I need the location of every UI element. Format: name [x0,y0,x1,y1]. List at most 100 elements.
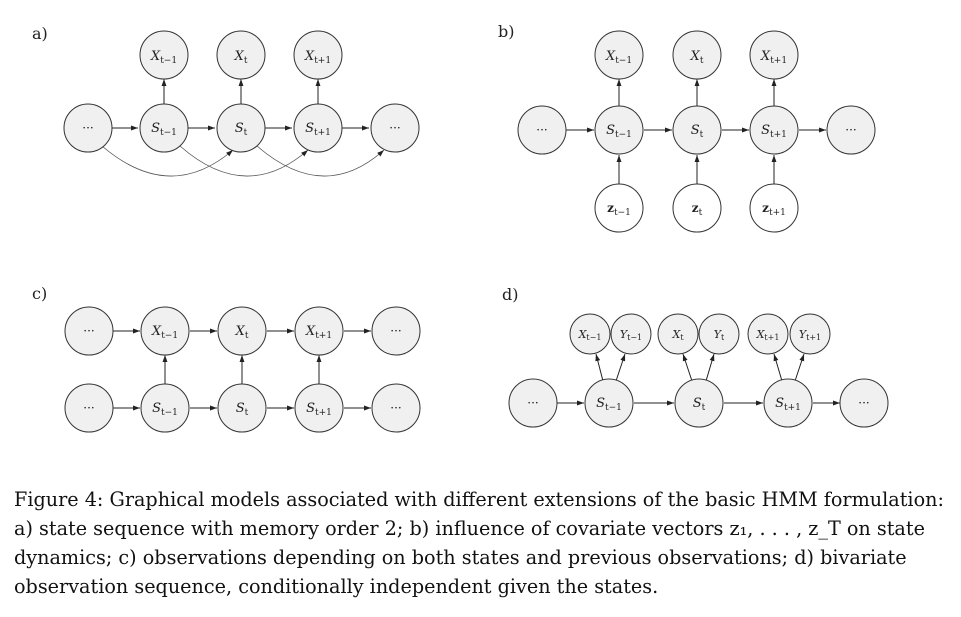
label-b-obs: Xt+1 [760,49,787,66]
node-b-state [672,105,722,155]
label-d-obs: Xt+1 [756,328,780,342]
label-a-state: St+1 [305,121,331,138]
node-a-obs [139,30,189,80]
node-b-covariate [749,183,799,233]
label-a-ellipsis: ··· [82,121,93,135]
node-c-state [217,383,267,433]
label-c-state: St−1 [152,401,178,418]
node-b-covariate [594,183,644,233]
label-c-obs: Xt+1 [305,324,332,341]
node-a-obs [293,30,343,80]
panel-c: c) ··· Xt−1 Xt Xt+1 ··· ··· St−1 St St+1… [32,284,421,433]
label-b-state: St+1 [761,123,787,140]
label-c-ellipsis: ··· [390,324,401,338]
label-d-obs: Yt−1 [620,328,642,342]
node-b-obs [749,30,799,80]
label-d-state: St [693,396,706,413]
node-d-ellipsis [839,378,889,428]
panel-d-label: d) [502,285,518,304]
node-a-obs [216,30,266,80]
node-a-ellipsis [370,103,420,153]
node-c-state [294,383,344,433]
label-d-ellipsis: ··· [858,396,869,410]
node-c-obs [217,306,267,356]
node-b-state [749,105,799,155]
label-d-obs: Yt [714,328,725,342]
label-c-obs: Xt−1 [151,324,178,341]
node-c-state [140,383,190,433]
node-b-obs [594,30,644,80]
node-b-state [594,105,644,155]
node-d-state [674,378,724,428]
edge-a-skip-s1-s3 [179,145,309,177]
label-a-state: St−1 [151,121,177,138]
node-c-ellipsis [64,306,114,356]
node-d-obs [747,313,789,355]
label-c-state: St+1 [306,401,332,418]
node-b-covariate [672,183,722,233]
node-d-obs [569,313,611,355]
label-a-obs: Xt+1 [304,49,331,66]
figure-caption: Figure 4: Graphical models associated wi… [14,485,949,601]
caption-line: a) state sequence with memory order 2; b… [14,517,925,540]
label-a-obs: Xt−1 [150,49,177,66]
label-c-ellipsis: ··· [83,324,94,338]
label-b-covariate: zt [692,201,703,218]
label-a-ellipsis: ··· [389,121,400,135]
edge-a-skip-s2-dots [256,145,385,177]
node-d-obs [657,313,699,355]
label-c-ellipsis: ··· [83,401,94,415]
node-a-state [216,103,266,153]
node-c-ellipsis [371,383,421,433]
node-d-obs [789,313,831,355]
node-c-obs [294,306,344,356]
label-b-ellipsis: ··· [536,123,547,137]
edge-d-s3-x3 [773,353,783,382]
node-d-obs [698,313,740,355]
label-a-state: St [235,121,248,138]
panel-a: a) Xt−1 Xt Xt+1 ··· St−1 St St+1 ··· [32,24,420,177]
label-d-state: St+1 [775,396,801,413]
edge-d-s2-y2 [705,353,715,382]
node-b-ellipsis [826,105,876,155]
edge-d-s1-x1 [595,353,604,382]
panel-b-label: b) [498,22,514,41]
label-b-covariate: zt−1 [607,201,631,218]
edge-d-s2-x2 [682,353,693,382]
label-b-obs: Xt−1 [605,49,632,66]
node-b-obs [672,30,722,80]
panel-a-label: a) [32,24,48,43]
node-c-ellipsis [371,306,421,356]
node-a-state [293,103,343,153]
node-a-state [139,103,189,153]
panel-c-label: c) [32,284,47,303]
node-d-ellipsis [508,378,558,428]
label-b-ellipsis: ··· [845,123,856,137]
label-c-obs: Xt [235,324,249,341]
panel-b: b) Xt−1 Xt Xt+1 ··· St−1 St St+1 ··· zt−… [498,22,876,233]
label-b-state: St−1 [606,123,632,140]
label-d-state: St−1 [596,396,622,413]
node-d-state [763,378,813,428]
panel-d: d) Xt−1 Yt−1 Xt Yt Xt+1 Yt+1 ··· St−1 St… [502,285,889,428]
label-d-obs: Yt+1 [799,328,821,342]
caption-line: observation sequence, conditionally inde… [14,575,659,598]
label-d-obs: Xt [671,328,684,342]
label-a-obs: Xt [234,49,248,66]
node-d-state [584,378,634,428]
node-c-ellipsis [64,383,114,433]
node-c-obs [140,306,190,356]
label-d-ellipsis: ··· [527,396,538,410]
edge-a-skip-dots-s2 [101,145,234,177]
node-b-ellipsis [517,105,567,155]
label-d-obs: Xt−1 [578,328,602,342]
label-b-covariate: zt+1 [762,201,786,218]
node-a-ellipsis [63,103,113,153]
label-b-obs: Xt [690,49,704,66]
caption-line: dynamics; c) observations depending on b… [14,546,907,569]
label-c-ellipsis: ··· [390,401,401,415]
edge-d-s3-y3 [794,353,805,382]
caption-line: Figure 4: Graphical models associated wi… [14,488,944,511]
label-c-state: St [236,401,249,418]
